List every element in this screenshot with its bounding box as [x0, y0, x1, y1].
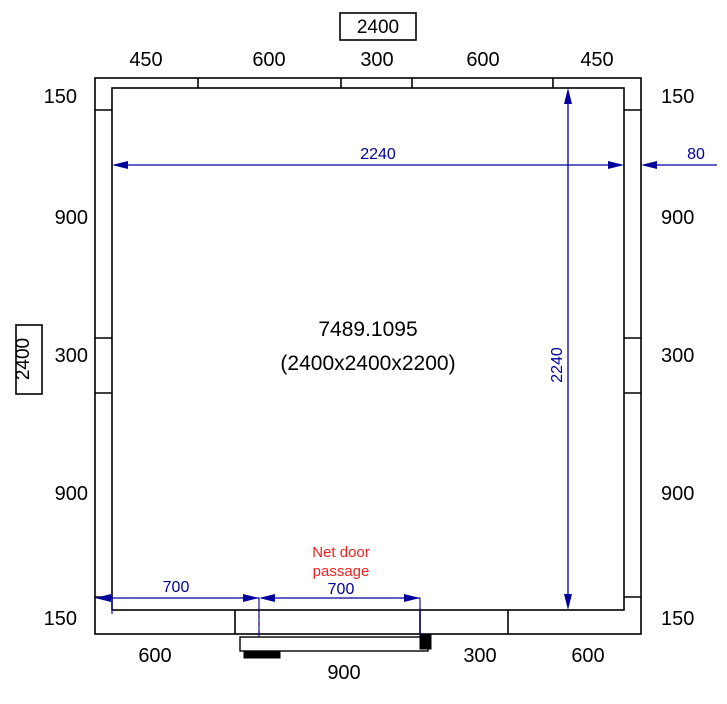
dimension-wall-thickness: 80: [641, 146, 717, 169]
top-dimension-box: 2400: [339, 12, 417, 41]
left-panel-label-1: 150: [44, 86, 77, 108]
left-dimension-box-label: 2400: [13, 338, 34, 380]
dimension-interior-height: 2240: [549, 88, 572, 610]
bottom-panel-label-4: 600: [571, 645, 604, 667]
dimension-interior-width-label: 2240: [360, 146, 396, 163]
door-opening-jambs: [258, 608, 421, 640]
room-code-label: 7489.1095: [318, 318, 417, 341]
dimension-wall-thickness-label: 80: [687, 146, 705, 163]
right-panel-label-5: 150: [661, 608, 694, 630]
top-panel-label-5: 450: [580, 49, 613, 71]
top-panel-labels: 450 600 300 600 450: [129, 49, 613, 71]
bottom-wall-dividers: [234, 610, 509, 634]
left-panel-label-4: 900: [55, 483, 88, 505]
door-hinge-left: [243, 650, 281, 659]
right-panel-label-2: 900: [661, 207, 694, 229]
left-panel-label-2: 900: [55, 207, 88, 229]
dimension-net-door-passage-label: 700: [328, 581, 355, 598]
top-panel-label-4: 600: [466, 49, 499, 71]
right-wall-dividers: [624, 109, 641, 598]
right-panel-label-4: 900: [661, 483, 694, 505]
bottom-panel-label-1: 600: [138, 645, 171, 667]
net-door-passage-label-line1: Net door: [312, 544, 370, 561]
left-panel-label-5: 150: [44, 608, 77, 630]
bottom-panel-labels: 600 900 300 600: [138, 645, 604, 684]
left-panel-labels: 150 900 300 900 150: [44, 86, 88, 630]
top-panel-label-2: 600: [252, 49, 285, 71]
room-size-label: (2400x2400x2200): [280, 352, 455, 375]
dimension-door-offset: 700: [95, 579, 260, 636]
inner-wall-outline: [111, 87, 625, 611]
top-panel-label-1: 450: [129, 49, 162, 71]
top-dimension-box-label: 2400: [357, 17, 399, 38]
net-door-passage-label-line2: passage: [313, 563, 370, 580]
outer-wall-outline: [94, 77, 642, 635]
left-wall-dividers: [95, 109, 112, 598]
bottom-panel-label-2: 900: [327, 662, 360, 684]
dimension-interior-height-label: 2240: [549, 347, 566, 383]
room-label-group: 7489.1095 (2400x2400x2200): [280, 318, 455, 375]
right-panel-label-1: 150: [661, 86, 694, 108]
door-leaf-assembly: [239, 633, 432, 659]
left-dimension-box: 2400: [13, 324, 43, 395]
top-wall-dividers: [197, 78, 554, 88]
top-panel-label-3: 300: [360, 49, 393, 71]
right-panel-label-3: 300: [661, 345, 694, 367]
door-leaf: [239, 636, 429, 652]
bottom-panel-label-3: 300: [463, 645, 496, 667]
door-hinge-right: [419, 633, 432, 650]
dimension-interior-width: 2240: [112, 146, 624, 169]
left-panel-label-3: 300: [55, 345, 88, 367]
right-panel-labels: 150 900 300 900 150: [661, 86, 694, 630]
dimension-net-door-passage: Net door passage 700: [259, 544, 421, 636]
dimension-door-offset-label: 700: [163, 579, 190, 596]
